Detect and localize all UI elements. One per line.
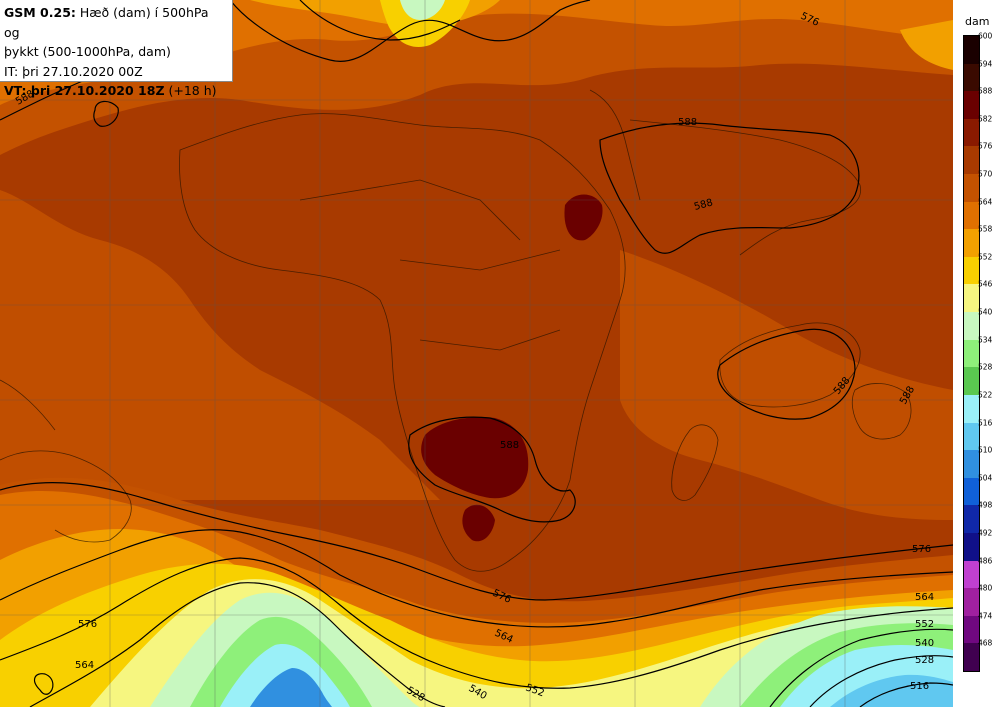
legend-tick-label: 600	[978, 31, 993, 41]
contour-588-south	[408, 416, 576, 523]
legend-tick-label: 516	[978, 418, 993, 428]
contour-576-north	[229, 0, 591, 62]
weather-map: 588 576 588 588 588 588 588 576 576 576 …	[0, 0, 953, 707]
legend-swatch	[964, 394, 979, 423]
legend-swatch	[964, 118, 979, 147]
legend-tick-label: 498	[978, 500, 993, 510]
legend-tick-label: 582	[978, 114, 993, 124]
band-564-north	[0, 0, 953, 105]
contour-label: 576	[78, 619, 97, 630]
map-canvas: 588 576 588 588 588 588 588 576 576 576 …	[0, 0, 953, 707]
legend-swatch	[964, 63, 979, 92]
legend-swatch	[964, 477, 979, 506]
legend-tick-label: 546	[978, 279, 993, 289]
legend-swatch	[964, 256, 979, 285]
valid-time-line: VT: þri 27.10.2020 18Z (+18 h)	[4, 81, 228, 101]
legend-tick-label: 486	[978, 556, 993, 566]
legend-swatch	[964, 422, 979, 451]
model-name: GSM 0.25:	[4, 5, 76, 20]
map-info-box: GSM 0.25: Hæð (dam) í 500hPa og þykkt (5…	[0, 0, 233, 98]
legend-tick-label: 474	[978, 611, 993, 621]
legend-tick-label: 480	[978, 583, 993, 593]
legend-tick-label: 552	[978, 252, 993, 262]
legend-swatch	[964, 91, 979, 120]
legend-swatch	[964, 532, 979, 562]
contour-label: 528	[915, 655, 934, 666]
legend-swatch	[964, 312, 979, 341]
legend-tick-label: 588	[978, 86, 993, 96]
legend-tick-label: 594	[978, 59, 993, 69]
closed-contour-588-nw	[93, 100, 119, 127]
init-time: IT: þri 27.10.2020 00Z	[4, 63, 143, 79]
legend-swatch	[964, 284, 979, 313]
legend-tick-label: 576	[978, 141, 993, 151]
legend-tick-label: 468	[978, 638, 993, 648]
legend-swatch	[964, 339, 979, 368]
high-patch-south	[421, 417, 529, 499]
contour-label: 540	[915, 638, 934, 649]
contour-label: 564	[915, 592, 934, 603]
contour-label: 588	[678, 117, 697, 128]
legend-swatch	[964, 588, 979, 617]
legend-tick-label: 528	[978, 362, 993, 372]
forecast-hour: (+18 h)	[164, 83, 217, 98]
legend-swatch	[964, 450, 979, 479]
legend-tick-label: 534	[978, 335, 993, 345]
legend-swatch	[964, 367, 979, 396]
contour-label: 576	[912, 544, 931, 555]
contour-label: 588	[500, 440, 519, 451]
legend-tick-label: 564	[978, 197, 993, 207]
band-510-sw	[250, 668, 332, 707]
contour-label: 588	[693, 197, 714, 213]
color-legend: dam 600 594 588 582 576 570 564 558 552 546 540 534…	[953, 0, 1000, 707]
legend-colorbar	[963, 35, 980, 672]
legend-swatch	[964, 174, 979, 203]
coastlines	[0, 89, 912, 572]
high-patch-south2	[462, 504, 495, 542]
contour-588-mada	[717, 328, 856, 420]
contour-label: 516	[910, 681, 929, 692]
legend-tick-label: 558	[978, 224, 993, 234]
title-line-2: þykkt (500-1000hPa, dam)	[4, 44, 171, 59]
legend-swatch	[964, 201, 979, 230]
legend-swatch	[964, 146, 979, 175]
legend-swatch	[964, 643, 979, 672]
legend-swatch	[964, 560, 979, 589]
title-text: Hæð (dam) í 500hPa og	[4, 5, 209, 40]
contour-label: 564	[75, 660, 94, 671]
legend-tick-label: 570	[978, 169, 993, 179]
legend-tick-label: 510	[978, 445, 993, 455]
legend-swatch	[964, 615, 979, 644]
legend-tick-label: 504	[978, 473, 993, 483]
legend-swatch	[964, 229, 979, 258]
high-patch-ethiopia	[564, 194, 603, 241]
valid-time: VT: þri 27.10.2020 18Z	[4, 83, 165, 98]
band-558-ne	[900, 20, 953, 70]
legend-tick-label: 522	[978, 390, 993, 400]
legend-swatch	[964, 36, 979, 65]
band-570-east	[620, 250, 953, 520]
title-line-1: GSM 0.25: Hæð (dam) í 500hPa og	[4, 3, 228, 42]
legend-unit: dam	[965, 15, 990, 28]
legend-swatch	[964, 505, 979, 534]
legend-tick-label: 540	[978, 307, 993, 317]
contour-label: 552	[915, 619, 934, 630]
band-540-north	[400, 0, 445, 20]
contour-588-east	[599, 122, 860, 254]
legend-tick-label: 492	[978, 528, 993, 538]
